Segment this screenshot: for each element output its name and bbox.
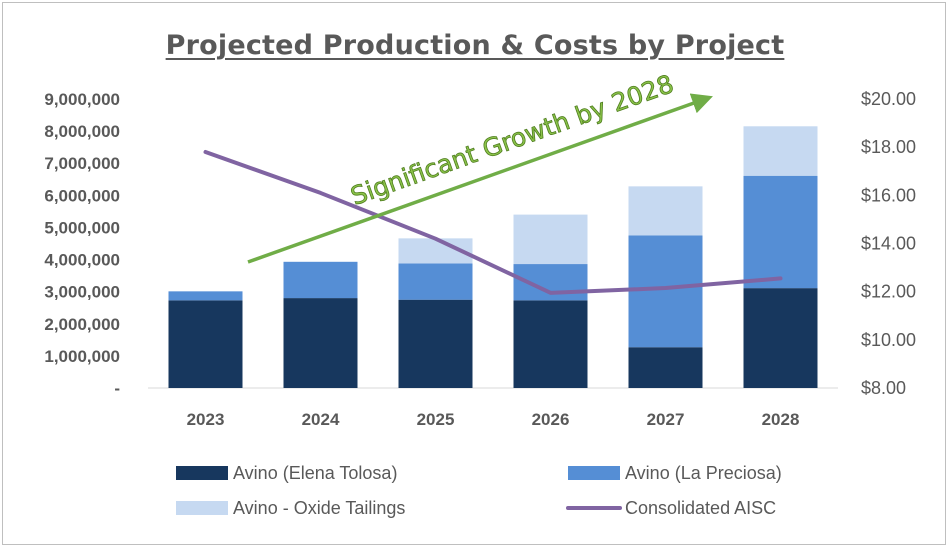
right-axis-tick-label: $16.00 — [861, 185, 916, 205]
legend-label: Consolidated AISC — [625, 498, 776, 518]
x-axis-tick-label: 2024 — [302, 410, 340, 429]
right-axis-tick-label: $14.00 — [861, 234, 916, 254]
left-axis-tick-label: - — [114, 379, 120, 398]
right-axis-tick-label: $8.00 — [861, 378, 906, 398]
growth-arrow — [247, 93, 713, 264]
left-axis-tick-label: 8,000,000 — [44, 122, 120, 141]
legend-item: Avino - Oxide Tailings — [176, 498, 405, 518]
left-axis-tick-label: 2,000,000 — [44, 315, 120, 334]
left-axis-tick-label: 5,000,000 — [44, 218, 120, 237]
left-axis-tick-label: 7,000,000 — [44, 154, 120, 173]
bar-segment — [628, 235, 703, 348]
left-axis-tick-label: 1,000,000 — [44, 347, 120, 366]
x-axis-tick-label: 2025 — [417, 410, 455, 429]
bar-segment — [743, 175, 818, 289]
left-axis-tick-label: 9,000,000 — [44, 90, 120, 109]
aisc-series-line — [203, 149, 783, 295]
bar-segment — [398, 263, 473, 300]
x-axis-tick-label: 2023 — [187, 410, 225, 429]
legend-item: Avino (La Preciosa) — [568, 463, 782, 483]
bar-segment — [168, 291, 243, 301]
x-axis-tick-label: 2028 — [762, 410, 800, 429]
left-axis-tick-label: 3,000,000 — [44, 283, 120, 302]
bar-segment — [513, 214, 588, 265]
growth-annotation: Significant Growth by 2028 — [347, 69, 677, 211]
legend-label: Avino - Oxide Tailings — [233, 498, 405, 518]
legend-label: Avino (Elena Tolosa) — [233, 463, 397, 483]
x-axis-tick-label: 2027 — [647, 410, 685, 429]
bar-segment — [283, 298, 358, 388]
legend-label: Avino (La Preciosa) — [625, 463, 782, 483]
right-axis-tick-label: $20.00 — [861, 89, 916, 109]
legend-swatch — [176, 501, 228, 515]
legend-swatch — [176, 466, 228, 480]
legend-item: Consolidated AISC — [566, 498, 776, 518]
bar-segment — [398, 299, 473, 388]
bar-segment — [743, 126, 818, 176]
bar-segment — [513, 300, 588, 388]
bar-segment — [743, 288, 818, 388]
right-axis-tick-label: $12.00 — [861, 282, 916, 302]
bar-segment — [283, 261, 358, 299]
legend-swatch — [568, 466, 620, 480]
left-axis-tick-label: 4,000,000 — [44, 251, 120, 270]
right-axis-tick-label: $10.00 — [861, 330, 916, 350]
chart-title: Projected Production & Costs by Project — [165, 30, 785, 61]
bar-segment — [628, 186, 703, 236]
right-axis-tick-label: $18.00 — [861, 137, 916, 157]
legend-item: Avino (Elena Tolosa) — [176, 463, 397, 483]
left-axis-tick-label: 6,000,000 — [44, 186, 120, 205]
bar-segment — [628, 347, 703, 388]
x-axis-tick-label: 2026 — [532, 410, 570, 429]
bar-segment — [168, 300, 243, 388]
